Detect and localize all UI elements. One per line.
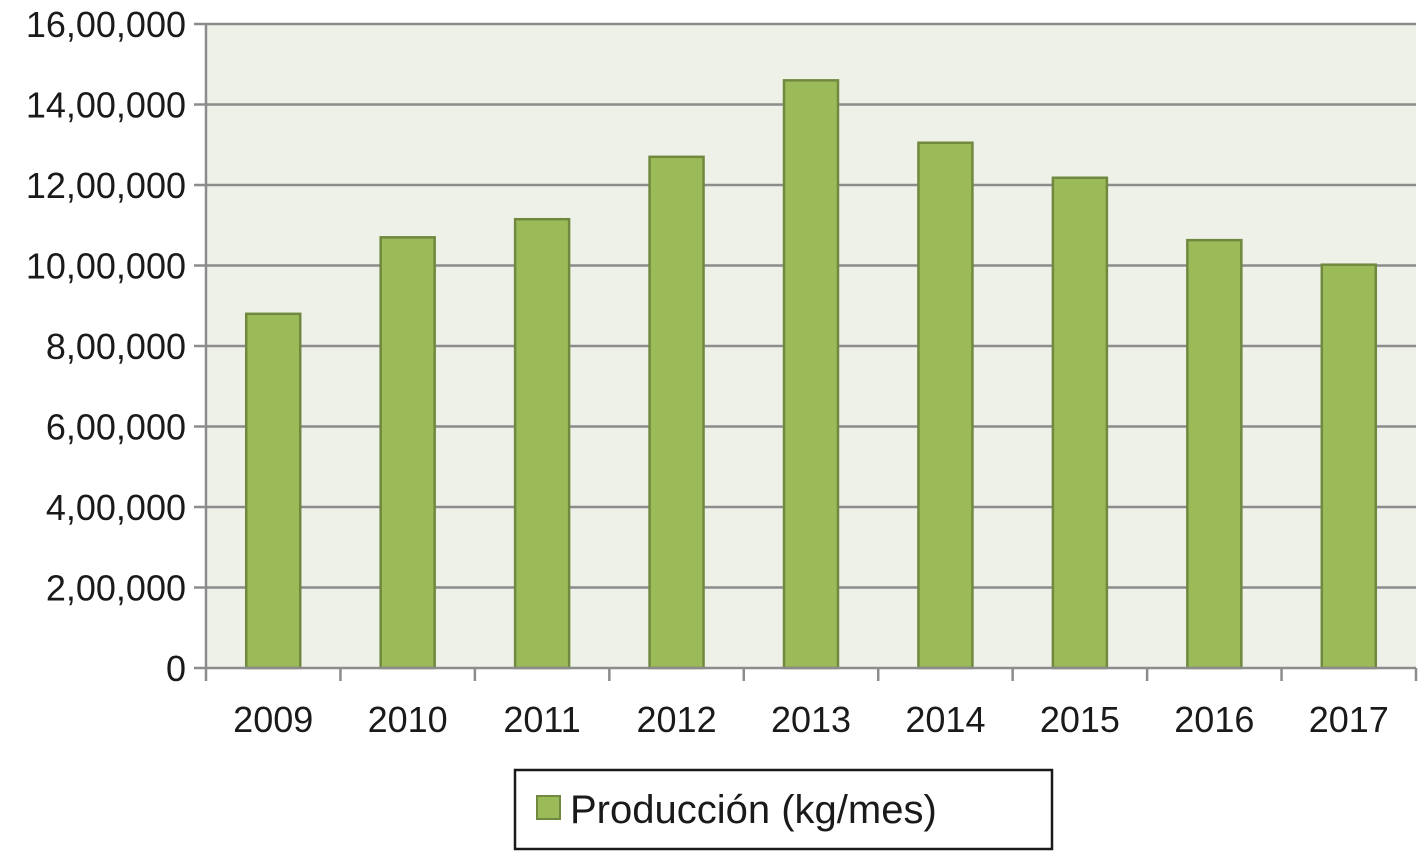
y-tick-label: 8,00,000 <box>46 326 186 367</box>
y-axis-ticks: 0 2,00,000 4,00,000 6,00,000 8,00,000 10,00,0… <box>26 4 206 689</box>
bar-2016 <box>1186 238 1243 670</box>
x-tick-label: 2017 <box>1309 699 1389 740</box>
y-tick-label: 6,00,000 <box>46 407 186 448</box>
legend-label: Producción (kg/mes) <box>570 788 937 832</box>
bars <box>244 79 1378 670</box>
x-tick-label: 2011 <box>503 699 580 740</box>
y-tick-label: 14,00,000 <box>26 85 186 126</box>
x-axis-ticks: 2009 2010 2011 2012 2013 2014 2015 2016 2017 <box>204 668 1418 740</box>
bar-2010 <box>379 236 436 670</box>
x-tick-label: 2015 <box>1040 699 1120 740</box>
legend: Producción (kg/mes) <box>513 768 1054 851</box>
y-tick-label: 2,00,000 <box>46 568 186 609</box>
bar-2013 <box>782 79 840 670</box>
legend-swatch <box>536 795 561 820</box>
bar-2012 <box>648 155 705 670</box>
x-tick-label: 2013 <box>771 699 851 740</box>
x-tick-label: 2014 <box>905 699 985 740</box>
y-tick-label: 0 <box>166 648 186 689</box>
bar-2015 <box>1051 176 1109 670</box>
x-tick-label: 2009 <box>233 699 313 740</box>
bar-2009 <box>244 312 302 670</box>
x-tick-label: 2012 <box>637 699 717 740</box>
bar-2014 <box>917 141 974 670</box>
y-tick-label: 16,00,000 <box>26 4 186 45</box>
bar-2011 <box>513 217 571 670</box>
bar-2017 <box>1320 263 1378 670</box>
legend-box <box>513 768 1054 851</box>
x-tick-label: 2016 <box>1174 699 1254 740</box>
y-tick-label: 12,00,000 <box>26 165 186 206</box>
y-tick-label: 4,00,000 <box>46 487 186 528</box>
x-tick-label: 2010 <box>368 699 448 740</box>
y-tick-label: 10,00,000 <box>26 246 186 287</box>
